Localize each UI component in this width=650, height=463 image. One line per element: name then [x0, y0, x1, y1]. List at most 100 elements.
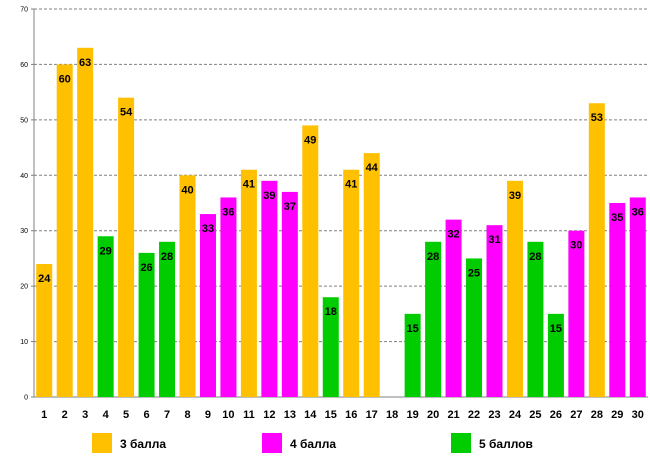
- y-tick-label-20: 20: [20, 284, 28, 291]
- x-tick-label-27: 27: [570, 409, 582, 421]
- data-label-14: 49: [304, 134, 316, 146]
- data-label-3: 63: [79, 57, 91, 69]
- x-tick-label-19: 19: [407, 409, 419, 421]
- bar-28: [588, 103, 605, 397]
- data-label-21: 32: [447, 229, 459, 241]
- x-tick-label-28: 28: [591, 409, 603, 421]
- x-tick-label-20: 20: [427, 409, 439, 421]
- bar-26: [547, 313, 564, 397]
- bar-24: [506, 180, 523, 397]
- bar-1: [36, 263, 53, 397]
- x-tick-label-21: 21: [447, 409, 459, 421]
- bar-9: [199, 214, 216, 397]
- bar-20: [425, 241, 442, 397]
- data-label-1: 24: [38, 273, 51, 285]
- bar-16: [343, 169, 360, 397]
- data-label-13: 37: [284, 201, 296, 213]
- bar-21: [445, 219, 462, 397]
- data-label-9: 33: [202, 223, 214, 235]
- x-tick-label-7: 7: [164, 409, 170, 421]
- x-tick-label-1: 1: [41, 409, 47, 421]
- data-label-29: 35: [611, 212, 623, 224]
- x-tick-label-29: 29: [611, 409, 623, 421]
- x-tick-label-12: 12: [263, 409, 275, 421]
- y-tick-label-40: 40: [20, 173, 28, 180]
- y-tick-label-10: 10: [20, 339, 28, 346]
- data-label-7: 28: [161, 251, 173, 263]
- bar-30: [629, 197, 646, 397]
- x-tick-label-10: 10: [222, 409, 234, 421]
- x-tick-label-18: 18: [386, 409, 398, 421]
- y-tick-labels: 0 10 20 30 40 50 60 70: [20, 7, 28, 402]
- bar-14: [302, 125, 319, 398]
- axes: [31, 8, 648, 398]
- legend-label-g3: 3 балла: [120, 437, 166, 451]
- bar-27: [568, 230, 585, 397]
- data-label-24: 39: [509, 190, 521, 202]
- y-tick-label-70: 70: [20, 7, 28, 14]
- bar-17: [363, 153, 380, 397]
- x-tick-label-4: 4: [103, 409, 110, 421]
- y-tick-label-60: 60: [20, 62, 28, 69]
- x-tick-label-8: 8: [184, 409, 190, 421]
- data-labels: 24 60 63 29 54 26 28 40 33 36 41 39 37 49 18 41 44 15 28 32…: [38, 57, 644, 335]
- data-label-28: 53: [591, 112, 603, 124]
- data-label-27: 30: [570, 240, 582, 252]
- bar-11: [240, 169, 257, 397]
- data-label-17: 44: [366, 162, 379, 174]
- bar-23: [486, 225, 503, 397]
- x-tick-label-17: 17: [366, 409, 378, 421]
- x-tick-label-3: 3: [82, 409, 88, 421]
- data-label-8: 40: [181, 184, 193, 196]
- y-tick-label-30: 30: [20, 228, 28, 235]
- data-label-6: 26: [140, 262, 152, 274]
- bar-8: [179, 175, 196, 397]
- data-label-5: 54: [120, 107, 133, 119]
- x-tick-label-24: 24: [509, 409, 522, 421]
- data-label-4: 29: [100, 245, 112, 257]
- data-label-10: 36: [222, 206, 234, 218]
- x-tick-label-9: 9: [205, 409, 211, 421]
- data-label-19: 15: [407, 323, 419, 335]
- data-label-30: 36: [632, 206, 644, 218]
- x-tick-label-13: 13: [284, 409, 296, 421]
- data-label-2: 60: [59, 73, 71, 85]
- bar-5: [118, 97, 135, 397]
- x-tick-label-16: 16: [345, 409, 357, 421]
- data-label-25: 28: [529, 251, 541, 263]
- bar-22: [466, 258, 483, 397]
- bar-13: [281, 191, 298, 397]
- legend-swatch-g3: [92, 433, 112, 453]
- bars: [36, 47, 646, 398]
- bar-4: [97, 236, 114, 397]
- x-tick-label-5: 5: [123, 409, 129, 421]
- legend-label-g5: 5 баллов: [479, 437, 533, 451]
- x-tick-label-30: 30: [632, 409, 644, 421]
- legend-label-g4: 4 балла: [290, 437, 336, 451]
- data-label-16: 41: [345, 179, 357, 191]
- bar-7: [159, 241, 176, 397]
- data-label-15: 18: [325, 306, 337, 318]
- x-tick-label-26: 26: [550, 409, 562, 421]
- legend-swatch-g5: [451, 433, 471, 453]
- data-label-11: 41: [243, 179, 255, 191]
- data-label-20: 28: [427, 251, 439, 263]
- legend-swatch-g4: [262, 433, 282, 453]
- x-tick-labels: 1 2 3 4 5 6 7 8 9 10 11 12 13 14 15 16 17 18 19 20 21 22 23 24 2…: [41, 409, 644, 421]
- data-label-26: 15: [550, 323, 562, 335]
- x-tick-label-15: 15: [325, 409, 337, 421]
- bar-10: [220, 197, 237, 397]
- x-tick-label-6: 6: [144, 409, 150, 421]
- bar-12: [261, 180, 278, 397]
- bar-29: [609, 203, 626, 397]
- bar-6: [138, 252, 155, 397]
- data-label-22: 25: [468, 267, 480, 279]
- bar-2: [56, 64, 73, 397]
- grid-lines: [34, 8, 648, 343]
- data-label-12: 39: [263, 190, 275, 202]
- x-tick-label-14: 14: [304, 409, 317, 421]
- data-label-23: 31: [488, 234, 500, 246]
- y-tick-label-50: 50: [20, 117, 28, 124]
- x-tick-label-11: 11: [243, 409, 255, 421]
- x-tick-label-22: 22: [468, 409, 480, 421]
